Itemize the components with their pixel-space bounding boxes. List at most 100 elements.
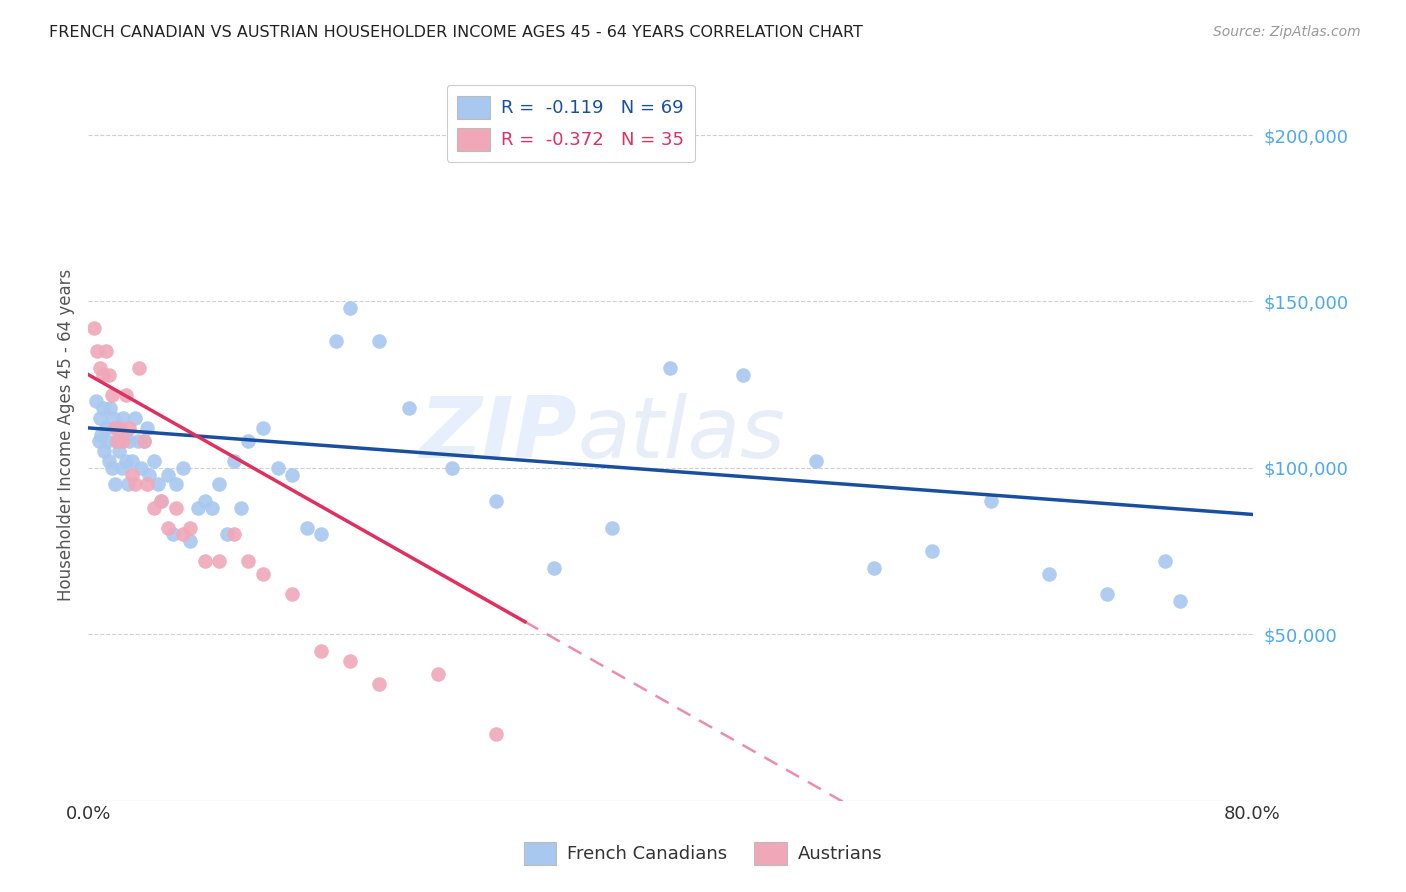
Point <box>179 534 201 549</box>
Point <box>108 444 131 458</box>
Point <box>157 467 180 482</box>
Point <box>117 477 139 491</box>
Point <box>124 477 146 491</box>
Point <box>208 477 231 491</box>
Point <box>129 460 152 475</box>
Point <box>135 421 157 435</box>
Point <box>91 401 114 415</box>
Point <box>1168 594 1191 608</box>
Point <box>172 527 194 541</box>
Point <box>339 654 361 668</box>
Y-axis label: Householder Income Ages 45 - 64 years: Householder Income Ages 45 - 64 years <box>58 268 75 600</box>
Point <box>105 434 128 449</box>
Point <box>186 500 208 515</box>
Point <box>114 427 136 442</box>
Point <box>111 460 134 475</box>
Point <box>157 521 180 535</box>
Text: atlas: atlas <box>578 393 786 476</box>
Point <box>398 401 420 415</box>
Point <box>115 387 138 401</box>
Point <box>89 411 111 425</box>
Point <box>281 587 304 601</box>
Point <box>309 644 332 658</box>
Point <box>281 467 304 482</box>
Point <box>110 434 132 449</box>
Point <box>83 321 105 335</box>
Point <box>921 544 943 558</box>
Point <box>231 500 253 515</box>
Point <box>368 334 391 349</box>
Text: FRENCH CANADIAN VS AUSTRIAN HOUSEHOLDER INCOME AGES 45 - 64 YEARS CORRELATION CH: FRENCH CANADIAN VS AUSTRIAN HOUSEHOLDER … <box>49 25 863 40</box>
Point <box>172 460 194 475</box>
Point <box>1095 587 1118 601</box>
Point <box>132 434 155 449</box>
Point <box>252 421 274 435</box>
Point <box>112 434 135 449</box>
Point <box>863 560 886 574</box>
Point <box>1038 567 1060 582</box>
Point <box>97 454 120 468</box>
Point <box>980 494 1002 508</box>
Point <box>600 521 623 535</box>
Point <box>194 494 217 508</box>
Point <box>100 387 122 401</box>
Point <box>142 454 165 468</box>
Point <box>165 477 187 491</box>
Point <box>208 554 231 568</box>
Point <box>138 467 160 482</box>
Point <box>266 460 288 475</box>
Point <box>309 527 332 541</box>
Point <box>165 500 187 515</box>
Point <box>98 401 121 415</box>
Point <box>150 494 173 508</box>
Point <box>179 521 201 535</box>
Point <box>194 554 217 568</box>
Text: ZIP: ZIP <box>420 393 578 476</box>
Point <box>112 411 135 425</box>
Point <box>121 467 143 482</box>
Point <box>96 434 118 449</box>
Point <box>127 434 149 449</box>
Point <box>295 521 318 535</box>
Point <box>325 334 347 349</box>
Point <box>135 477 157 491</box>
Point <box>103 421 125 435</box>
Point <box>339 301 361 315</box>
Point <box>101 411 124 425</box>
Point <box>441 460 464 475</box>
Point <box>659 361 682 376</box>
Point <box>804 454 827 468</box>
Legend: R =  -0.119   N = 69, R =  -0.372   N = 35: R = -0.119 N = 69, R = -0.372 N = 35 <box>447 85 695 162</box>
Point <box>485 727 508 741</box>
Point <box>87 434 110 449</box>
Point <box>238 554 260 568</box>
Point <box>150 494 173 508</box>
Point <box>118 421 141 435</box>
Point <box>222 527 245 541</box>
Point <box>426 667 449 681</box>
Point <box>84 394 107 409</box>
Point <box>103 477 125 491</box>
Point <box>222 454 245 468</box>
Point <box>115 454 138 468</box>
Point <box>118 434 141 449</box>
Point <box>128 361 150 376</box>
Point <box>543 560 565 574</box>
Point <box>94 344 117 359</box>
Point <box>1154 554 1177 568</box>
Text: Source: ZipAtlas.com: Source: ZipAtlas.com <box>1213 25 1361 39</box>
Point <box>215 527 238 541</box>
Point <box>107 434 129 449</box>
Point <box>93 444 115 458</box>
Point <box>91 368 114 382</box>
Point <box>124 411 146 425</box>
Point <box>252 567 274 582</box>
Point <box>89 361 111 376</box>
Point <box>110 421 132 435</box>
Point <box>107 421 129 435</box>
Point <box>238 434 260 449</box>
Point <box>86 344 108 359</box>
Point <box>368 677 391 691</box>
Point <box>142 500 165 515</box>
Legend: French Canadians, Austrians: French Canadians, Austrians <box>516 835 890 872</box>
